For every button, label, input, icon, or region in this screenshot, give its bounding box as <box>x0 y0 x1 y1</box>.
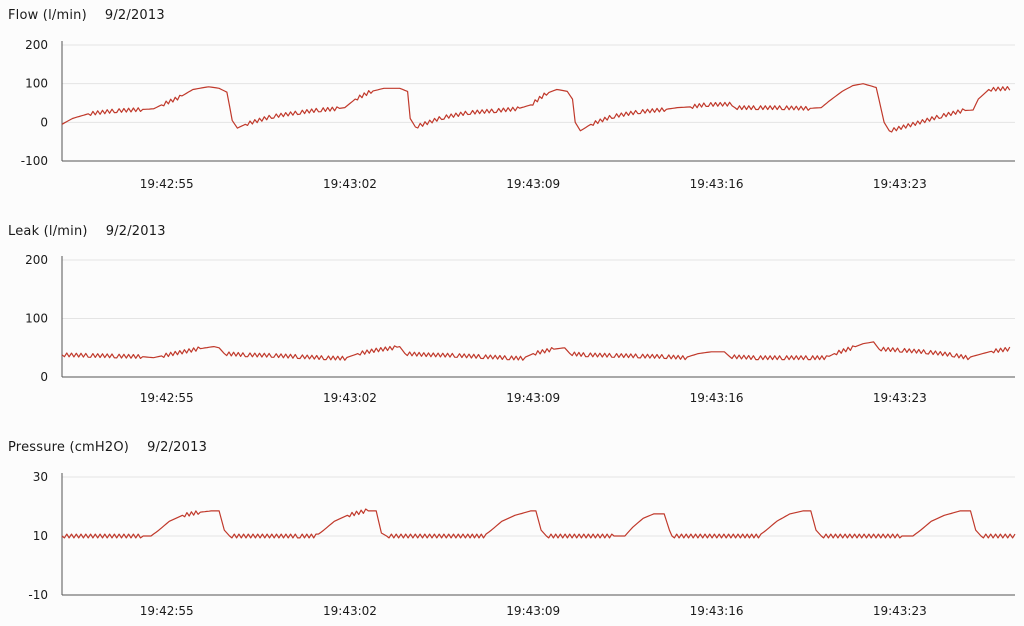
flow-x-tick-label: 19:43:23 <box>873 177 927 191</box>
leak-x-tick-label: 19:43:16 <box>690 391 744 405</box>
pressure-x-tick-label: 19:43:09 <box>506 604 560 618</box>
leak-x-tick-label: 19:43:09 <box>506 391 560 405</box>
leak-series-line <box>61 341 1011 361</box>
pressure-title-label: Pressure (cmH2O) <box>8 440 130 455</box>
leak-chart: 200 100 0 19:42:55 19:43:02 19:43:09 19:43:16 1… <box>25 253 1015 405</box>
flow-panel: Flow (l/min) 9/2/2013 200 100 0 -100 19:42:55… <box>0 8 1024 200</box>
flow-title: Flow (l/min) 9/2/2013 <box>8 8 165 23</box>
pressure-x-tick-label: 19:43:23 <box>873 604 927 618</box>
flow-y-tick-label: 200 <box>25 38 48 52</box>
flow-x-tick-label: 19:43:09 <box>506 177 560 191</box>
pressure-title: Pressure (cmH2O) 9/2/2013 <box>8 440 207 455</box>
pressure-x-tick-label: 19:43:16 <box>690 604 744 618</box>
pressure-date: 9/2/2013 <box>147 440 208 455</box>
flow-x-tick-label: 19:43:02 <box>323 177 377 191</box>
flow-x-tick-label: 19:42:55 <box>140 177 194 191</box>
pressure-x-tick-label: 19:42:55 <box>140 604 194 618</box>
leak-y-tick-label: 100 <box>25 312 48 326</box>
leak-x-tick-label: 19:43:23 <box>873 391 927 405</box>
pressure-chart: 30 10 -10 19:42:55 19:43:02 19:43:09 19:43:16 1… <box>28 470 1016 618</box>
flow-title-label: Flow (l/min) <box>8 8 87 23</box>
pressure-x-tick-label: 19:43:02 <box>323 604 377 618</box>
flow-x-tick-label: 19:43:16 <box>690 177 744 191</box>
flow-series-line <box>61 83 1011 133</box>
pressure-panel: Pressure (cmH2O) 9/2/2013 30 10 -10 19:42:55… <box>0 440 1024 626</box>
leak-y-tick-label: 200 <box>25 253 48 267</box>
pressure-y-tick-label: 30 <box>33 470 48 484</box>
flow-y-tick-label: -100 <box>21 154 48 168</box>
leak-panel: Leak (l/min) 9/2/2013 200 100 0 19:42:55 19:4… <box>0 224 1024 414</box>
flow-date: 9/2/2013 <box>104 8 165 23</box>
leak-title-label: Leak (l/min) <box>8 224 88 239</box>
flow-y-tick-label: 100 <box>25 77 48 91</box>
pressure-y-tick-label: 10 <box>33 529 48 543</box>
leak-date: 9/2/2013 <box>105 224 166 239</box>
leak-x-tick-label: 19:42:55 <box>140 391 194 405</box>
flow-y-tick-label: 0 <box>40 115 48 129</box>
flow-chart: 200 100 0 -100 19:42:55 19:43:02 19:43:09 19:43… <box>21 38 1015 191</box>
leak-x-tick-label: 19:43:02 <box>323 391 377 405</box>
pressure-y-tick-label: -10 <box>28 588 48 602</box>
leak-title: Leak (l/min) 9/2/2013 <box>8 224 166 239</box>
pressure-series-line <box>61 508 1016 539</box>
leak-y-tick-label: 0 <box>40 370 48 384</box>
